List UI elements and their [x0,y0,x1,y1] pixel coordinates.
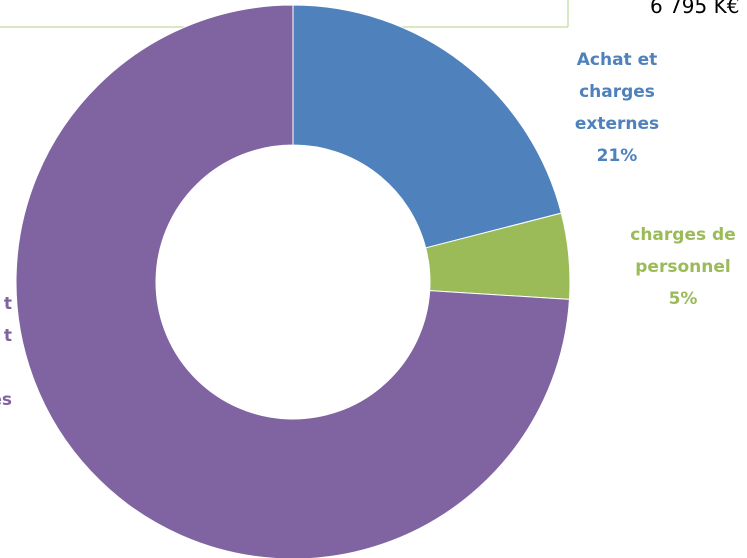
data-label: Achat et charges externes 21% [557,44,677,172]
cropped-label: es [0,390,12,410]
category-label: charges de personnel [630,225,736,277]
cropped-label: t [4,326,12,346]
cropped-label: t [4,294,12,314]
donut-slice [15,4,570,558]
value-label: 21% [596,146,638,166]
donut-slice [292,4,562,249]
header-value: 6 795 K€ [650,0,740,18]
data-label: charges de personnel 5% [615,219,747,315]
value-label: 5% [668,289,698,309]
category-label: Achat et charges externes [574,50,660,134]
